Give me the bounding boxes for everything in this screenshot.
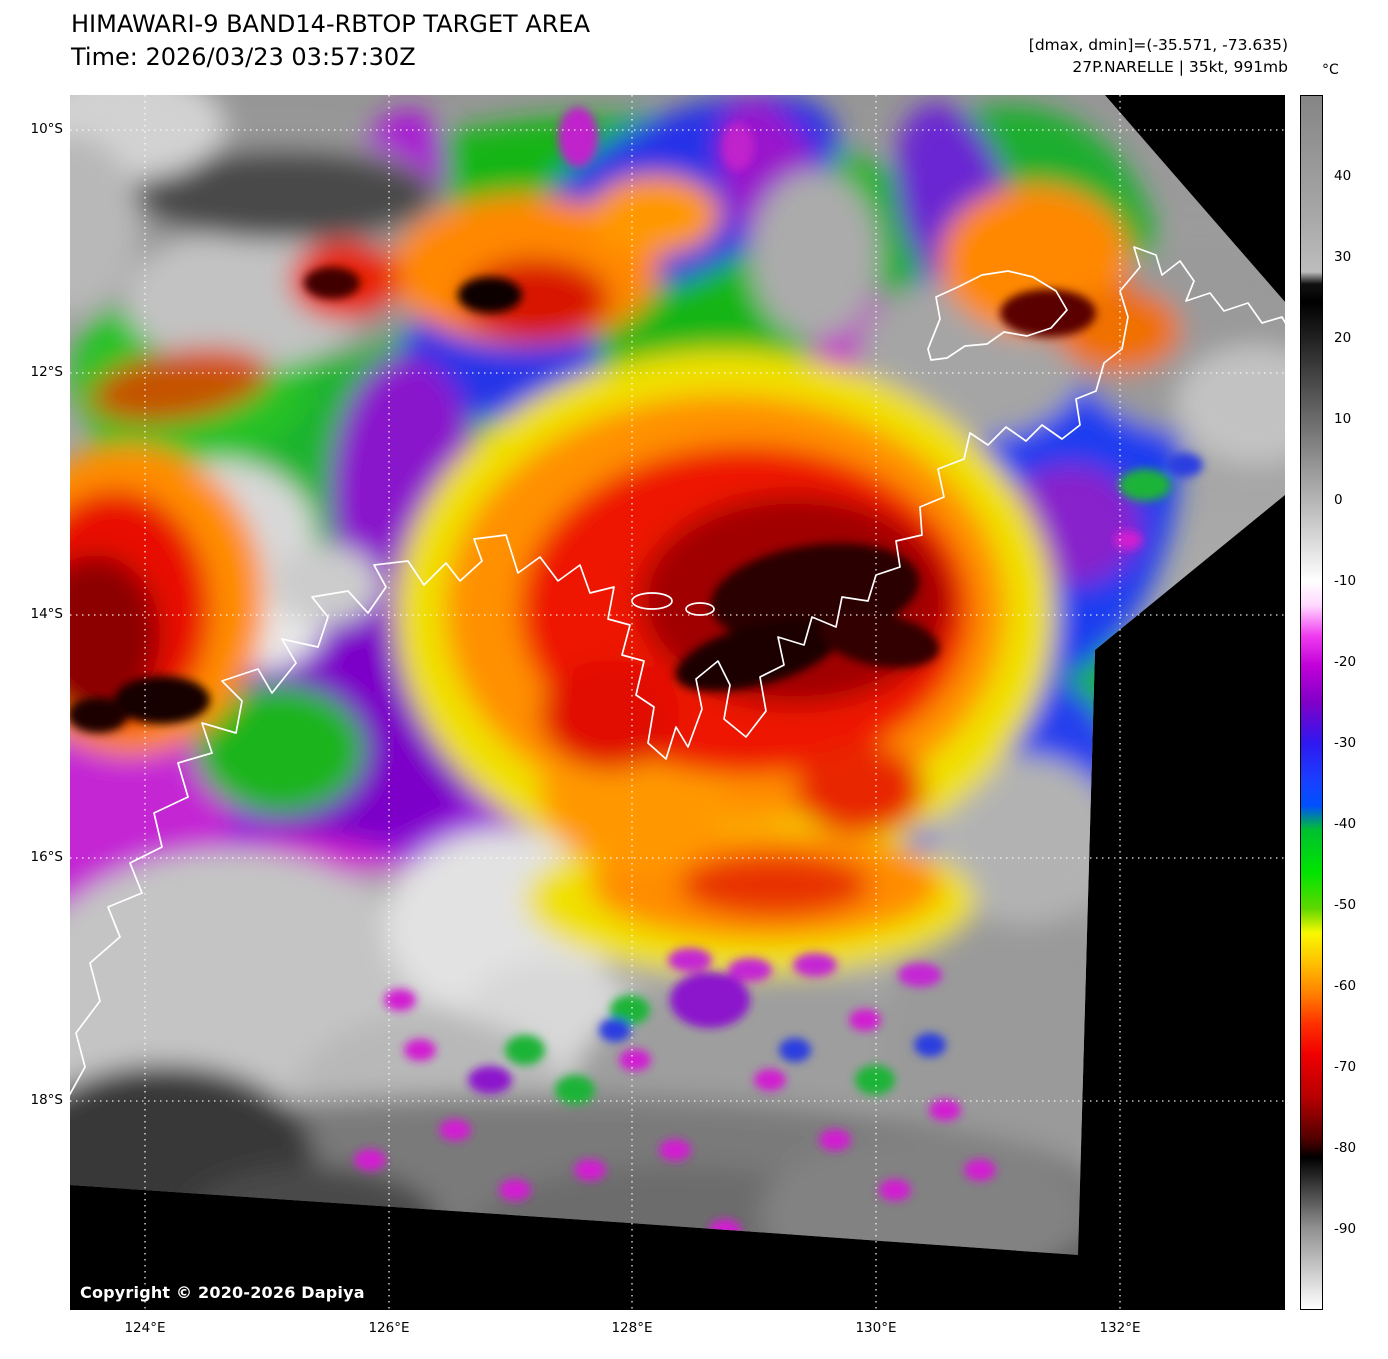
colorbar-tick-label: -70 <box>1334 1059 1357 1075</box>
colorbar <box>1300 95 1323 1310</box>
lat-tick-label: 18°S <box>30 1092 64 1108</box>
colorbar-tick-label: -20 <box>1334 654 1357 670</box>
colorbar-tick-label: -60 <box>1334 978 1357 994</box>
colorbar-tick-label: 20 <box>1334 330 1352 346</box>
copyright-watermark: Copyright © 2020-2026 Dapiya <box>80 1283 365 1302</box>
colorbar-unit-label: °C <box>1322 62 1339 78</box>
lat-tick-label: 12°S <box>30 364 64 380</box>
product-title: HIMAWARI-9 BAND14-RBTOP TARGET AREA <box>71 10 591 38</box>
satellite-map: Copyright © 2020-2026 Dapiya <box>70 95 1285 1310</box>
satellite-image <box>70 95 1285 1310</box>
colorbar-tick-label: -50 <box>1334 897 1357 913</box>
colorbar-tick-label: 30 <box>1334 249 1352 265</box>
colorbar-tick-label: 40 <box>1334 168 1352 184</box>
colorbar-gradient <box>1301 96 1322 1309</box>
header: HIMAWARI-9 BAND14-RBTOP TARGET AREA Time… <box>71 8 590 74</box>
colorbar-tick-label: -30 <box>1334 735 1357 751</box>
product-timestamp: Time: 2026/03/23 03:57:30Z <box>71 43 416 72</box>
lon-tick-label: 128°E <box>611 1320 653 1336</box>
lon-tick-label: 132°E <box>1099 1320 1141 1336</box>
storm-readout: [dmax, dmin]=(-35.571, -73.635) 27P.NARE… <box>1029 34 1288 79</box>
lat-tick-label: 10°S <box>30 121 64 137</box>
colorbar-tick-label: -90 <box>1334 1221 1357 1237</box>
coastline-overlay <box>70 246 1285 1096</box>
lon-tick-label: 126°E <box>368 1320 410 1336</box>
lat-tick-label: 14°S <box>30 606 64 622</box>
colorbar-tick-label: -80 <box>1334 1140 1357 1156</box>
gridline-overlay <box>70 95 1285 1310</box>
lat-tick-label: 16°S <box>30 849 64 865</box>
colorbar-tick-label: 0 <box>1334 492 1343 508</box>
dmax-dmin-readout: [dmax, dmin]=(-35.571, -73.635) <box>1028 36 1288 54</box>
lon-tick-label: 124°E <box>124 1320 166 1336</box>
lon-tick-label: 130°E <box>855 1320 897 1336</box>
colorbar-tick-label: 10 <box>1334 411 1352 427</box>
colorbar-tick-label: -10 <box>1334 573 1357 589</box>
storm-name-intensity: 27P.NARELLE | 35kt, 991mb <box>1072 58 1288 77</box>
colorbar-tick-label: -40 <box>1334 816 1357 832</box>
